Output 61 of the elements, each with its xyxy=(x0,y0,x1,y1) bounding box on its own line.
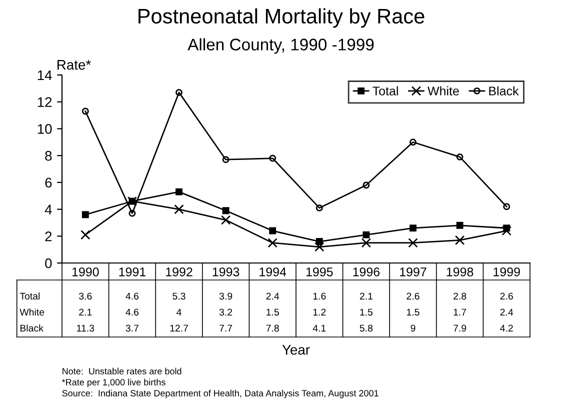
data-label: 1.5 xyxy=(266,308,279,316)
data-label: 2.8 xyxy=(454,292,466,300)
data-label: 2.1 xyxy=(79,308,92,316)
data-label: 5.3 xyxy=(172,292,186,300)
y-tick-label: 0 xyxy=(45,258,52,268)
data-label: 7.7 xyxy=(220,324,232,332)
y-tick-label: 2 xyxy=(45,231,52,242)
text: Black xyxy=(20,324,44,332)
data-label: 1.2 xyxy=(313,308,326,316)
data-label: 7.9 xyxy=(454,324,466,332)
data-label: 4.2 xyxy=(500,324,513,332)
data-label: 3.7 xyxy=(126,324,138,332)
x-tick-label: 1998 xyxy=(446,267,474,276)
x-tick-label: 1999 xyxy=(494,267,520,276)
y-axis-title: Rate* xyxy=(58,60,91,70)
x-tick-label: 1997 xyxy=(400,267,426,276)
data-label: 11.3 xyxy=(77,324,94,332)
source-note: Source: Indiana State Department of Health, Data Analysis Team, August 2001 xyxy=(62,390,378,398)
data-label: 7.8 xyxy=(266,324,279,332)
data-label: 4.1 xyxy=(312,324,326,332)
x-tick-label: 1992 xyxy=(166,267,192,276)
data-label: 2.6 xyxy=(406,292,420,300)
data-label: 1.6 xyxy=(313,292,326,300)
chart-subtitle: Allen County, 1990 -1999 xyxy=(188,38,374,54)
y-tick-label: 14 xyxy=(38,70,52,80)
data-label: 2.1 xyxy=(360,292,372,300)
data-label: 2.6 xyxy=(500,292,513,300)
data-label: 4.6 xyxy=(126,308,139,316)
x-tick-label: 1995 xyxy=(306,267,333,276)
y-tick-label: 6 xyxy=(45,178,52,188)
text: Total xyxy=(20,292,40,300)
x-tick-label: 1991 xyxy=(119,267,146,276)
data-label: 4 xyxy=(176,308,182,316)
data-label: 2.4 xyxy=(266,292,280,300)
legend-label: Black xyxy=(489,86,519,96)
data-label: 3.9 xyxy=(219,292,232,300)
data-label: 1.5 xyxy=(406,308,420,316)
data-label: 5.8 xyxy=(360,324,373,332)
chart-title: Postneonatal Mortality by Race xyxy=(138,8,424,28)
legend-label: White xyxy=(428,86,459,96)
x-tick-label: 1996 xyxy=(353,267,380,276)
data-label: 12.7 xyxy=(170,324,188,332)
data-label: 3.2 xyxy=(219,308,232,316)
text: White xyxy=(20,308,44,316)
y-tick-label: 12 xyxy=(38,97,52,107)
data-label: 4.6 xyxy=(126,292,139,300)
y-tick-label: 8 xyxy=(45,150,52,161)
x-tick-label: 1993 xyxy=(212,267,240,276)
y-tick-label: 4 xyxy=(44,204,52,214)
data-label: 9 xyxy=(410,324,416,332)
data-label: 2.4 xyxy=(500,308,514,316)
text: *Rate per 1,000 live births xyxy=(62,378,166,388)
x-tick-label: 1994 xyxy=(260,267,286,276)
data-label: 1.5 xyxy=(360,308,373,316)
data-label: 1.7 xyxy=(454,308,466,316)
legend-label: Total xyxy=(372,86,398,96)
x-axis-title: Year xyxy=(282,345,310,355)
text: Note: Unstable rates are bold xyxy=(62,368,182,374)
y-tick-label: 10 xyxy=(38,124,52,134)
x-tick-label: 1990 xyxy=(72,267,99,276)
data-label: 3.6 xyxy=(79,292,92,300)
